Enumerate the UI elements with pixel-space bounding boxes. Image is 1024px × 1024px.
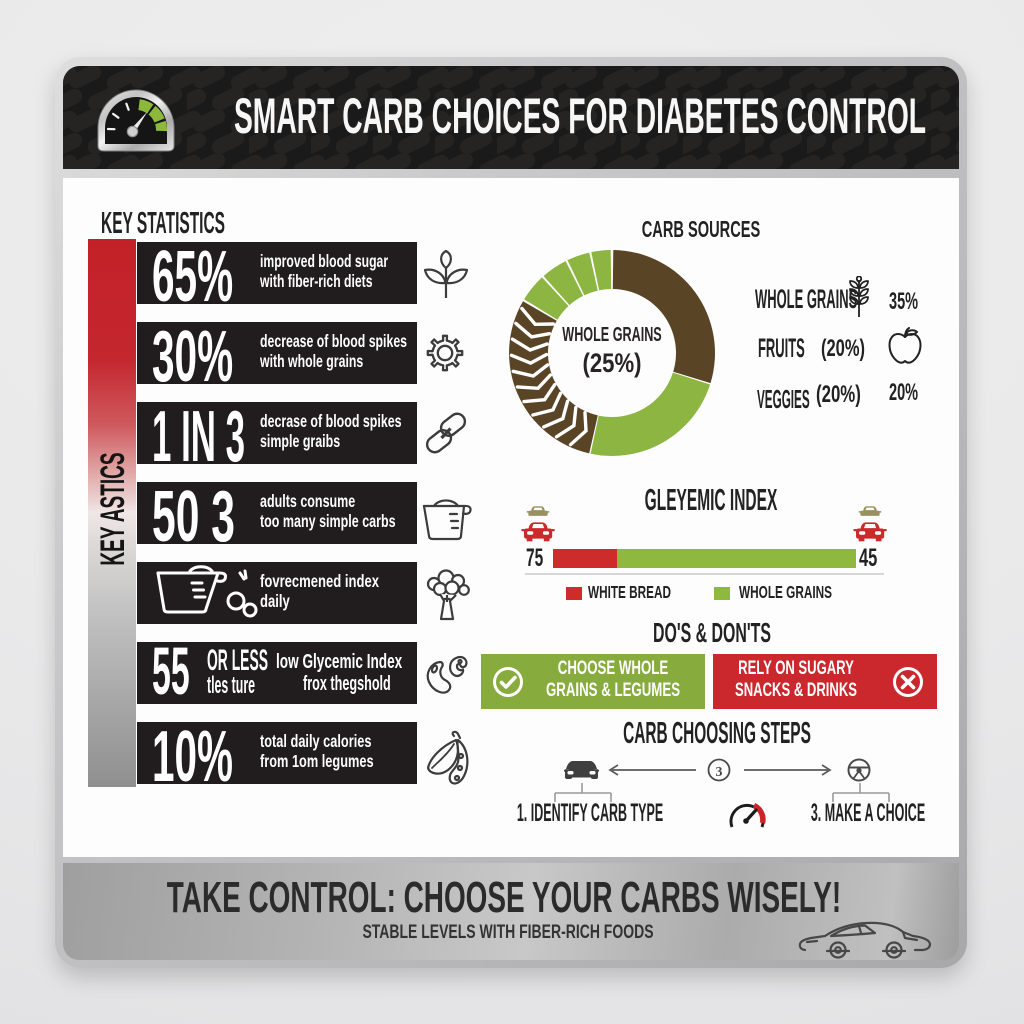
- svg-text:3: 3: [716, 765, 723, 780]
